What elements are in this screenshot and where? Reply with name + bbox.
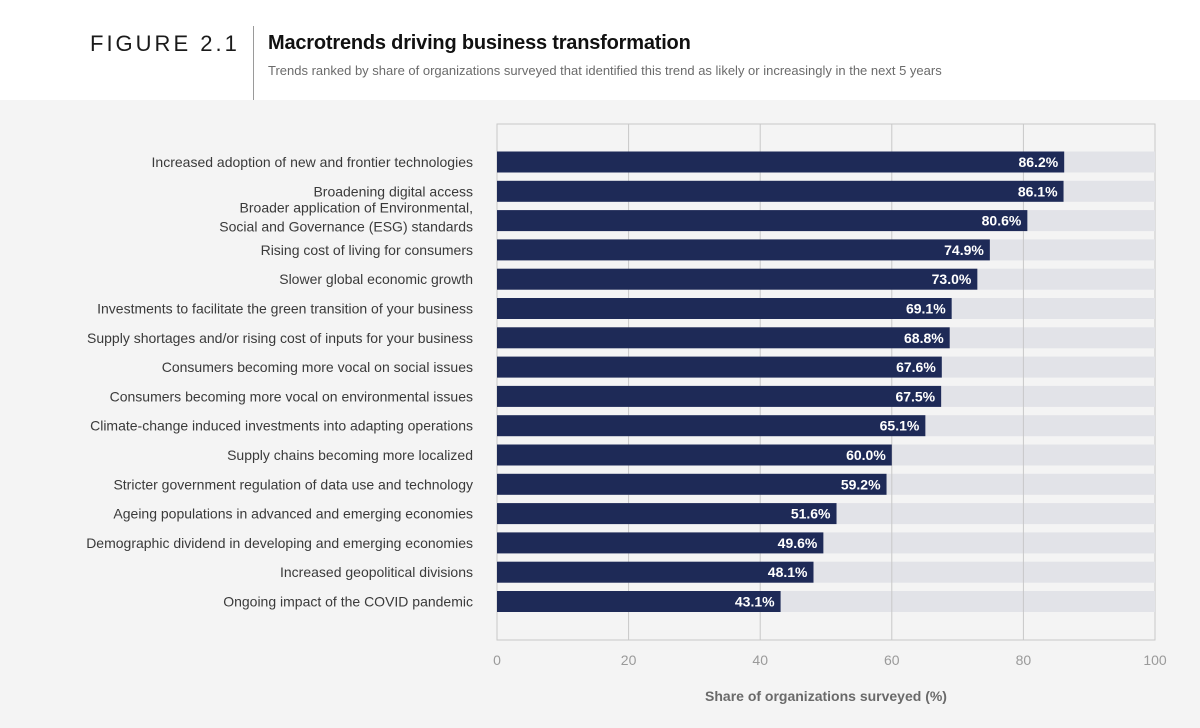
bar-value-label: 68.8% (904, 330, 944, 346)
category-label: Increased adoption of new and frontier t… (152, 154, 473, 170)
category-label: Investments to facilitate the green tran… (97, 301, 473, 317)
x-tick-label: 20 (621, 652, 637, 668)
bar (497, 591, 781, 612)
category-label-line: Broader application of Environmental, (240, 200, 473, 216)
category-label: Ageing populations in advanced and emerg… (113, 506, 473, 522)
category-label: Consumers becoming more vocal on social … (162, 359, 473, 375)
bar-value-label: 86.1% (1018, 183, 1058, 199)
bar-value-label: 67.6% (896, 359, 936, 375)
category-label: Rising cost of living for consumers (261, 242, 473, 258)
bar (497, 415, 926, 437)
chart-subtitle: Trends ranked by share of organizations … (268, 63, 942, 78)
category-label: Slower global economic growth (279, 271, 473, 287)
bar-value-label: 69.1% (906, 301, 946, 317)
category-label: Increased geopolitical divisions (280, 564, 473, 580)
bar-chart: 86.2% Increased adoption of new and front… (86, 123, 1167, 704)
category-label: Stricter government regulation of data u… (113, 476, 473, 492)
x-tick-label: 40 (752, 652, 768, 668)
bar (497, 444, 892, 466)
bar (497, 298, 952, 319)
category-label: Climate-change induced investments into … (90, 418, 473, 434)
bar-value-label: 60.0% (846, 447, 886, 463)
bar-value-label: 86.2% (1018, 154, 1058, 170)
category-label: Demographic dividend in developing and e… (86, 535, 473, 551)
bar (497, 561, 814, 583)
x-axis-title: Share of organizations surveyed (%) (705, 688, 947, 704)
bar-value-label: 48.1% (768, 564, 808, 580)
bar (497, 327, 950, 349)
bar-value-label: 49.6% (778, 535, 818, 551)
bar (497, 532, 824, 554)
plot-frame (496, 123, 1156, 641)
category-label: Broader application of Environmental, Soc… (219, 200, 473, 235)
bar (497, 239, 990, 261)
bar (497, 180, 1064, 202)
bar (497, 210, 1028, 232)
category-label: Supply chains becoming more localized (227, 447, 473, 463)
category-label: Broadening digital access (313, 183, 473, 199)
chart-title: Macrotrends driving business transformat… (268, 32, 691, 54)
bar-value-label: 59.2% (841, 476, 881, 492)
x-tick-label: 100 (1143, 652, 1167, 668)
figure-label: FIGURE 2.1 (90, 31, 240, 56)
chart-area: 86.2% Increased adoption of new and front… (0, 100, 1200, 728)
x-tick-label: 60 (884, 652, 900, 668)
bar (497, 356, 942, 378)
bar (497, 473, 887, 495)
bar-value-label: 65.1% (880, 418, 920, 434)
category-label: Supply shortages and/or rising cost of i… (87, 330, 473, 346)
bar-value-label: 43.1% (735, 594, 775, 610)
x-tick-label: 0 (493, 652, 501, 668)
bar (497, 385, 942, 407)
bar-value-label: 80.6% (982, 213, 1022, 229)
figure-header: FIGURE 2.1 Macrotrends driving business … (0, 0, 1200, 100)
bar (497, 503, 837, 525)
category-label: Ongoing impact of the COVID pandemic (223, 594, 473, 610)
category-label: Consumers becoming more vocal on environ… (110, 388, 473, 404)
bar-value-label: 51.6% (791, 506, 831, 522)
category-label-line: Social and Governance (ESG) standards (219, 219, 473, 235)
header-divider (253, 26, 254, 100)
x-tick-label: 80 (1016, 652, 1032, 668)
bar-value-label: 74.9% (944, 242, 984, 258)
bar-value-label: 73.0% (932, 271, 972, 287)
bar-value-label: 67.5% (895, 388, 935, 404)
bar (497, 151, 1065, 173)
bar (497, 268, 978, 290)
